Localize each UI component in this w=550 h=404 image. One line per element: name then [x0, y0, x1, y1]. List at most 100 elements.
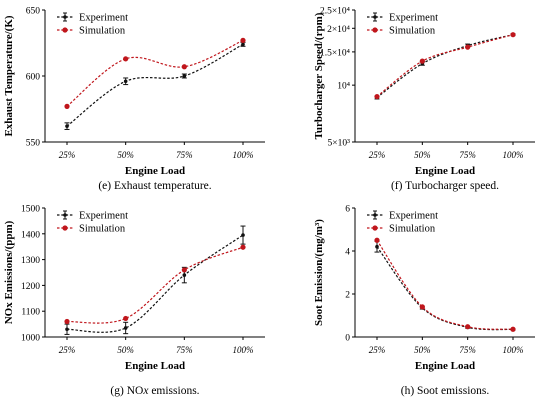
series-line-experiment: [376, 246, 514, 331]
data-point-simulation: [419, 58, 425, 64]
data-point-simulation: [510, 32, 516, 38]
figure-caption: (e) Exhaust temperature.: [98, 180, 211, 192]
x-tick-label: 50%: [117, 345, 134, 355]
legend-marker: [372, 27, 378, 33]
x-tick-label: 100%: [233, 345, 254, 355]
x-tick-label: 75%: [459, 345, 476, 355]
x-tick-label: 50%: [414, 150, 431, 160]
legend-marker: [373, 213, 377, 217]
data-point-simulation: [465, 324, 471, 330]
series-line-experiment: [66, 43, 244, 127]
legend-label: Experiment: [79, 211, 128, 222]
y-tick-label: 6: [345, 205, 350, 215]
data-point-experiment: [65, 327, 69, 332]
series-line-experiment: [66, 234, 244, 333]
y-tick-label: 1300: [21, 256, 40, 266]
chart-panel-g: 1000 1100 1200 1300 1400 1500 25% 50% 75% 100% Eng…: [3, 205, 265, 397]
y-tick-label: 650: [26, 7, 41, 17]
data-point-simulation: [374, 93, 380, 100]
data-point-experiment: [375, 244, 379, 249]
x-axis-title: Engine Load: [125, 165, 185, 177]
chart-panel-f: 5×10³ 10⁴ 1.5×10⁴ 2×10⁴ 2.5×10⁴ 25% 50% 75% 100%…: [313, 7, 535, 192]
data-point-experiment: [182, 74, 187, 78]
y-tick-label: 2.5×10⁴: [320, 7, 351, 17]
y-tick-label: 1200: [21, 282, 40, 292]
y-axis-title: NOx Emissions/(ppm): [3, 220, 15, 324]
y-tick-label: 1.5×10⁴: [320, 48, 351, 58]
y-tick-label: 1500: [21, 205, 40, 215]
data-point-experiment: [65, 124, 69, 128]
y-axis-title: Exhaust Temperature/(K): [3, 15, 15, 136]
legend-marker: [372, 225, 378, 231]
x-axis-title: Engine Load: [415, 360, 475, 372]
legend-label: Experiment: [389, 211, 438, 222]
x-tick-label: 50%: [117, 150, 134, 160]
y-axis-title: Soot Emission/(mg/m³): [313, 219, 325, 326]
x-axis-title: Engine Load: [125, 360, 185, 372]
legend-marker: [63, 15, 67, 19]
x-tick-label: 100%: [503, 150, 524, 160]
data-point-simulation: [64, 318, 70, 325]
data-point-experiment: [123, 326, 128, 330]
y-tick-label: 0: [345, 334, 350, 344]
legend-label: Experiment: [79, 13, 128, 24]
y-axis-title: Turbocharger Speed/(rpm): [313, 12, 325, 139]
data-point-simulation: [181, 267, 187, 273]
data-point-experiment: [241, 42, 245, 47]
legend-label: Simulation: [389, 224, 436, 235]
legend-label: Simulation: [389, 26, 436, 37]
series-line-simulation: [66, 39, 244, 107]
data-point-simulation: [374, 237, 380, 243]
legend-label: Experiment: [389, 13, 438, 24]
y-tick-label: 1400: [21, 230, 40, 240]
x-tick-label: 75%: [176, 150, 193, 160]
legend-label: Simulation: [79, 224, 126, 235]
y-tick-label: 1000: [21, 334, 40, 344]
x-tick-label: 100%: [233, 150, 254, 160]
legend-marker: [62, 225, 68, 231]
y-tick-label: 2×10⁴: [327, 25, 351, 35]
legend-label: Simulation: [79, 26, 126, 37]
data-point-simulation: [240, 37, 246, 43]
x-tick-label: 25%: [369, 150, 386, 160]
y-tick-label: 1100: [21, 308, 40, 318]
x-tick-label: 75%: [459, 150, 476, 160]
data-point-simulation: [240, 244, 246, 250]
data-point-experiment: [182, 273, 187, 277]
chart-panel-h: 0 2 4 6 25% 50% 75% 100% Engine Load Soot Emissio…: [313, 205, 535, 397]
data-point-experiment: [123, 79, 128, 84]
data-point-simulation: [64, 103, 70, 109]
y-tick-label: 2: [345, 291, 350, 301]
x-tick-label: 75%: [176, 345, 193, 355]
data-point-experiment: [241, 233, 245, 237]
series-line-simulation: [66, 246, 244, 324]
data-point-simulation: [510, 326, 516, 332]
x-tick-label: 50%: [414, 345, 431, 355]
series-line-simulation: [376, 239, 514, 330]
data-point-simulation: [123, 56, 129, 62]
y-tick-label: 600: [26, 73, 41, 83]
figure-caption: (h) Soot emissions.: [401, 385, 490, 397]
figure-caption: (f) Turbocharger speed.: [391, 180, 499, 192]
y-tick-label: 5×10³: [328, 139, 351, 149]
data-point-simulation: [419, 304, 425, 310]
series-line-experiment: [376, 34, 514, 99]
x-axis-title: Engine Load: [415, 165, 475, 177]
data-point-simulation: [123, 315, 129, 322]
data-point-simulation: [465, 44, 471, 50]
series-line-simulation: [376, 34, 514, 98]
legend-marker: [62, 27, 68, 33]
y-tick-label: 4: [345, 248, 350, 258]
data-point-simulation: [181, 64, 187, 70]
chart-panel-e: 550 600 650 25% 50% 75% 100% Engine Load Exhaust…: [3, 7, 265, 192]
y-tick-label: 10⁴: [337, 82, 351, 92]
x-tick-label: 100%: [503, 345, 524, 355]
x-tick-label: 25%: [59, 150, 76, 160]
legend-marker: [373, 15, 377, 19]
figure-caption: (g) NOx emissions.: [110, 385, 199, 397]
x-tick-label: 25%: [59, 345, 76, 355]
y-tick-label: 550: [26, 139, 41, 149]
x-tick-label: 25%: [369, 345, 386, 355]
legend-marker: [63, 213, 67, 217]
